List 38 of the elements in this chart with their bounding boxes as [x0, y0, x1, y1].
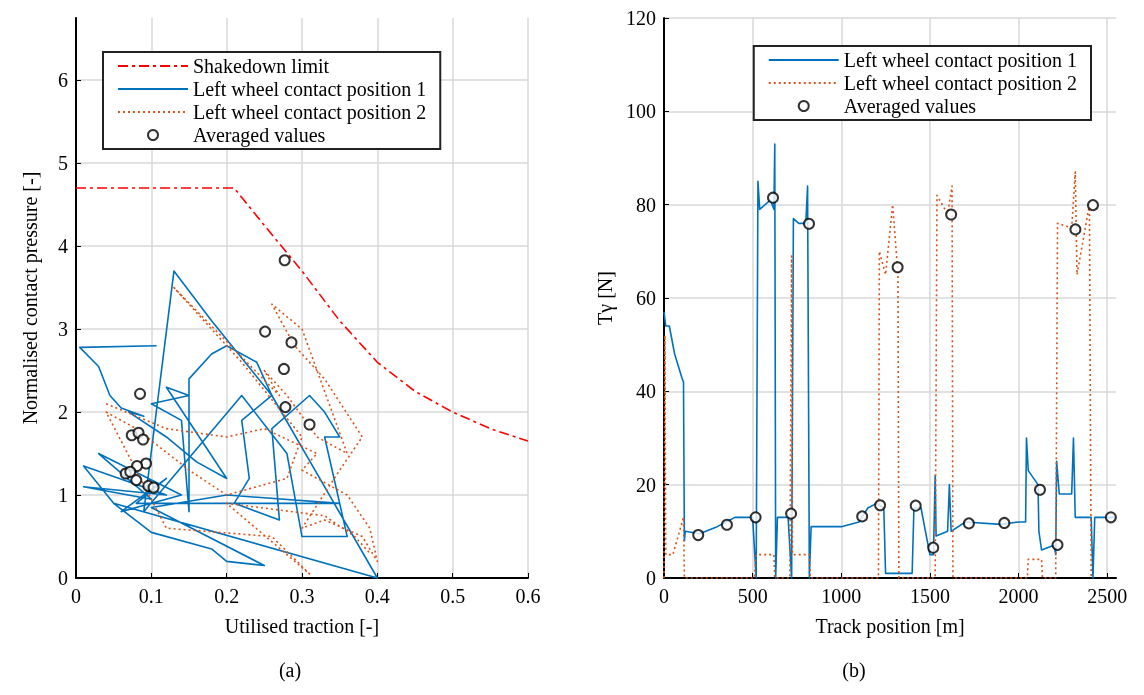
x-tick-label: 1500	[909, 585, 950, 607]
legend-label: Averaged values	[843, 95, 977, 118]
y-tick-label: 40	[636, 380, 656, 403]
legend-label: Shakedown limit	[193, 55, 330, 77]
y-tick-label: 4	[58, 235, 68, 258]
y-tick-label: 5	[58, 152, 68, 175]
legend-label: Left wheel contact position 2	[843, 72, 1077, 95]
y-tick-label: 20	[636, 473, 656, 496]
y-tick-label: 0	[58, 567, 68, 589]
x-tick-label: 0.2	[214, 585, 240, 607]
x-axis-title: Track position [m]	[815, 615, 965, 638]
x-axis-title: Utilised traction [-]	[224, 615, 380, 637]
y-tick-label: 2	[58, 401, 68, 424]
y-tick-label: 6	[58, 69, 68, 92]
y-tick-label: 0	[646, 567, 656, 589]
x-tick-label: 500	[737, 585, 768, 607]
legend-label: Left wheel contact position 2	[193, 101, 427, 124]
x-tick-label: 0.6	[515, 585, 541, 607]
y-tick-label: 3	[58, 318, 68, 341]
y-tick-label: 1	[58, 484, 68, 507]
y-tick-label: 100	[626, 100, 656, 123]
x-tick-label: 0.3	[289, 585, 315, 607]
x-tick-label: 0.4	[364, 585, 390, 607]
legend-label: Left wheel contact position 1	[843, 49, 1077, 72]
x-tick-label: 2500	[1087, 585, 1128, 607]
x-tick-label: 0.1	[138, 585, 164, 607]
x-tick-label: 2000	[998, 585, 1039, 607]
legend-label: Averaged values	[193, 124, 326, 147]
y-axis-title: Tγ [N]	[594, 271, 618, 325]
text: (b)	[842, 659, 866, 682]
text: (a)	[278, 659, 302, 682]
x-tick-label: 1000	[821, 585, 862, 607]
y-tick-label: 80	[636, 193, 656, 216]
y-tick-label: 120	[626, 7, 656, 29]
legend-label: Left wheel contact position 1	[193, 78, 427, 101]
y-tick-label: 60	[636, 287, 656, 309]
y-axis-title: Normalised contact pressure [-]	[19, 171, 42, 425]
x-tick-label: 0.5	[440, 585, 466, 607]
